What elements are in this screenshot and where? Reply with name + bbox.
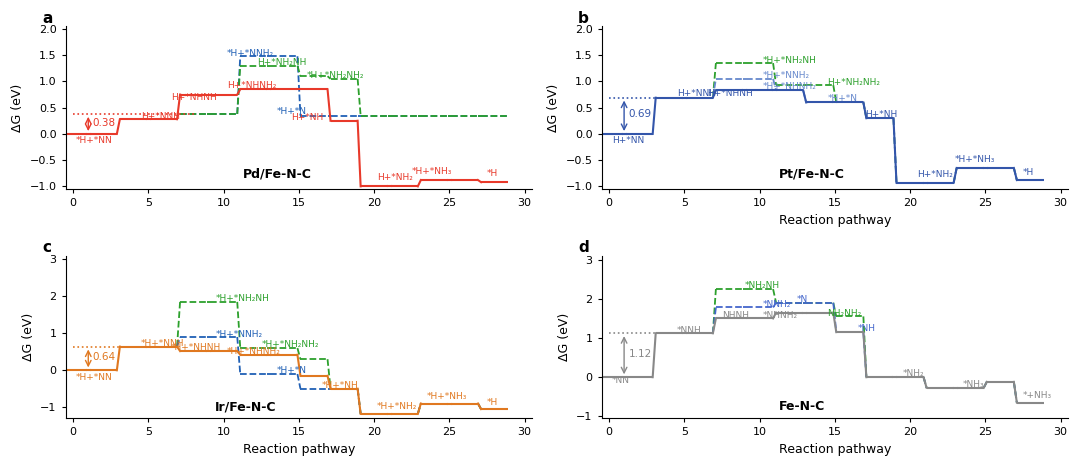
Text: *H: *H (487, 397, 498, 407)
Text: *H+*NH₂: *H+*NH₂ (377, 403, 418, 411)
Text: *H+*NH₂NH₂: *H+*NH₂NH₂ (307, 71, 364, 80)
Text: *H+*NHNH: *H+*NHNH (171, 343, 221, 352)
Y-axis label: ΔG (eV): ΔG (eV) (11, 84, 24, 132)
X-axis label: Reaction pathway: Reaction pathway (779, 213, 891, 226)
Text: *H+*NH: *H+*NH (322, 381, 359, 390)
Text: 0.64: 0.64 (93, 352, 116, 361)
Text: H+*NN: H+*NN (612, 136, 645, 145)
Text: d: d (578, 241, 589, 255)
Text: H+*NH: H+*NH (865, 110, 897, 119)
Text: 1.12: 1.12 (629, 349, 652, 359)
Text: *H+*NHNH₂: *H+*NHNH₂ (227, 347, 281, 356)
Text: *H+*N: *H+*N (276, 107, 307, 116)
Text: *H+*N: *H+*N (276, 366, 307, 375)
Text: *NHNH₂: *NHNH₂ (762, 311, 798, 319)
Text: *H+*NNH₂: *H+*NNH₂ (227, 49, 274, 58)
Text: *H+*NH₃: *H+*NH₃ (955, 155, 996, 164)
Text: H+*NHNH₂: H+*NHNH₂ (227, 81, 276, 90)
Text: NH₂NH₂: NH₂NH₂ (827, 309, 862, 318)
X-axis label: Reaction pathway: Reaction pathway (243, 443, 355, 456)
Text: 0.69: 0.69 (629, 109, 651, 119)
Text: *H+*NN: *H+*NN (77, 373, 113, 382)
Text: *H+*NH₃: *H+*NH₃ (411, 167, 453, 176)
Text: *H+*NNH: *H+*NNH (140, 339, 185, 348)
Text: H+*NHNH: H+*NHNH (171, 93, 217, 102)
Y-axis label: ΔG (eV): ΔG (eV) (557, 313, 570, 361)
Text: *H+*NH₂NH: *H+*NH₂NH (762, 56, 816, 64)
Text: a: a (42, 11, 53, 26)
Text: H+*NHNH: H+*NHNH (707, 89, 753, 98)
Y-axis label: ΔG (eV): ΔG (eV) (546, 84, 559, 132)
Text: H+*NH₂NH₂: H+*NH₂NH₂ (827, 78, 880, 86)
Text: *H: *H (487, 169, 498, 178)
Text: b: b (578, 11, 589, 26)
Text: *H: *H (1023, 168, 1035, 177)
Text: *H+*NN: *H+*NN (77, 136, 113, 145)
Text: *NNH₂: *NNH₂ (762, 300, 791, 309)
Text: Pd/Fe-N-C: Pd/Fe-N-C (243, 168, 312, 181)
Text: H+*NH: H+*NH (292, 113, 324, 122)
Y-axis label: ΔG (eV): ΔG (eV) (22, 313, 35, 361)
Text: *NH₃: *NH₃ (962, 380, 984, 389)
Text: NHNH: NHNH (721, 311, 748, 319)
Text: *+NH₃: *+NH₃ (1023, 391, 1052, 400)
Text: H+*NNH: H+*NNH (677, 89, 716, 98)
Text: H+*NH₂: H+*NH₂ (377, 173, 413, 182)
Text: Ir/Fe-N-C: Ir/Fe-N-C (215, 400, 276, 413)
Text: *NN: *NN (612, 376, 630, 385)
Text: *N: *N (797, 295, 809, 304)
Text: *NH: *NH (858, 324, 876, 333)
Text: *H+*NH₂NH₂: *H+*NH₂NH₂ (261, 340, 319, 349)
Text: Pt/Fe-N-C: Pt/Fe-N-C (779, 168, 845, 181)
Text: *H+*N: *H+*N (827, 94, 858, 103)
Text: *NH₂: *NH₂ (903, 369, 924, 378)
Text: H+*NH₂NH: H+*NH₂NH (257, 58, 307, 67)
Text: Fe-N-C: Fe-N-C (779, 400, 825, 413)
Text: c: c (42, 241, 52, 255)
Text: 0.38: 0.38 (93, 118, 116, 127)
Text: *H+*NNH₂: *H+*NNH₂ (762, 71, 810, 80)
X-axis label: Reaction pathway: Reaction pathway (779, 443, 891, 456)
Text: *NNH: *NNH (677, 325, 702, 334)
Text: H+*NH₂: H+*NH₂ (918, 170, 954, 179)
Text: *H+*NH₃: *H+*NH₃ (427, 392, 468, 401)
Text: *H+*NH₂NH: *H+*NH₂NH (216, 294, 270, 303)
Text: *NH₂NH: *NH₂NH (744, 281, 780, 290)
Text: H+*NNH: H+*NNH (140, 112, 180, 120)
Text: *H+*NHNH₂: *H+*NHNH₂ (762, 82, 816, 92)
Text: *H+*NNH₂: *H+*NNH₂ (216, 330, 264, 339)
